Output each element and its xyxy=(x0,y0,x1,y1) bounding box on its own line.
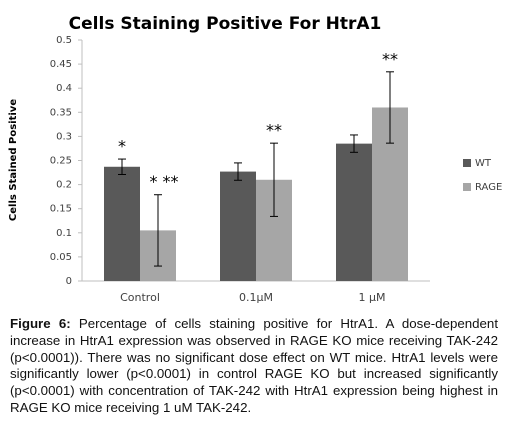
error-bar xyxy=(350,134,358,153)
y-tick-label: 0.45 xyxy=(50,59,72,70)
x-tick-label: Control xyxy=(120,291,160,304)
y-tick-label: 0.5 xyxy=(56,35,72,46)
chart-title: Cells Staining Positive For HtrA1 xyxy=(69,14,382,34)
caption: Figure 6: Percentage of cells staining p… xyxy=(10,316,498,417)
x-tick-label: 1 μM xyxy=(359,291,386,304)
y-tick-label: 0.3 xyxy=(56,131,72,142)
chart: Cells Staining Positive For HtrA1 Cells … xyxy=(8,14,502,304)
x-tick-label: 0.1μM xyxy=(239,291,273,304)
legend-label: WT xyxy=(475,158,492,169)
error-bar xyxy=(118,158,126,175)
error-bar xyxy=(386,71,394,144)
y-tick-label: 0.35 xyxy=(50,107,72,118)
bar xyxy=(336,143,372,281)
legend-label: RAGE xyxy=(475,182,502,193)
y-tick-label: 0 xyxy=(66,276,72,287)
y-tick-label: 0.2 xyxy=(56,180,72,191)
annotation: ** xyxy=(382,49,398,68)
y-tick-label: 0.25 xyxy=(50,156,72,167)
y-tick-label: 0.4 xyxy=(56,83,72,94)
annotation: * ** xyxy=(149,172,178,191)
caption-text: Percentage of cells staining positive fo… xyxy=(10,316,499,415)
error-bar xyxy=(234,162,242,181)
y-axis-label: Cells Stained Positive xyxy=(8,99,19,221)
y-tick-label: 0.1 xyxy=(56,228,72,239)
legend-swatch xyxy=(463,183,471,191)
annotation: ** xyxy=(266,121,282,140)
annotation: * xyxy=(118,137,126,156)
error-bar xyxy=(270,142,278,217)
y-tick-label: 0.05 xyxy=(50,252,72,263)
error-bar xyxy=(154,194,162,267)
caption-label: Figure 6: xyxy=(10,316,71,331)
legend-swatch xyxy=(463,159,471,167)
bar xyxy=(104,166,140,281)
y-tick-label: 0.15 xyxy=(50,204,72,215)
bar xyxy=(220,171,256,281)
